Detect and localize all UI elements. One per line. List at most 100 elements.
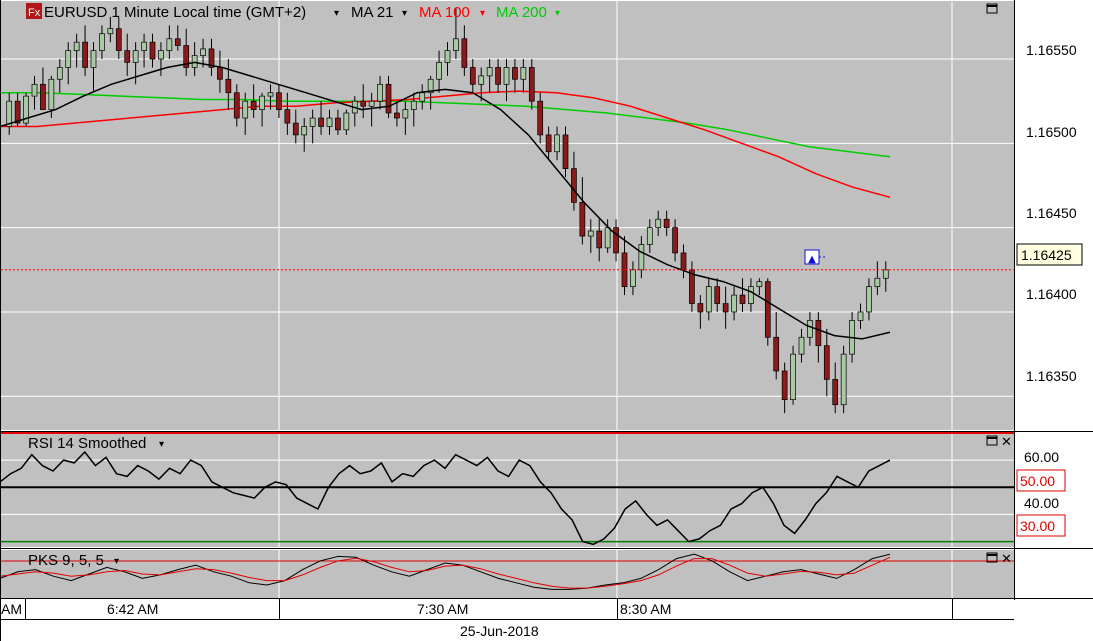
- candle: [697, 295, 704, 329]
- candle: [537, 92, 544, 144]
- fx-badge: [26, 3, 42, 19]
- price-axis[interactable]: [1015, 1, 1092, 430]
- price-tick: 1.16450: [1026, 205, 1077, 221]
- candle: [672, 219, 678, 262]
- ma100-label[interactable]: MA 100: [419, 4, 470, 21]
- rsi-tick: 40.00: [1024, 495, 1059, 511]
- time-axis[interactable]: [1, 599, 1014, 619]
- candle: [461, 25, 468, 76]
- close-icon[interactable]: ✕: [1001, 552, 1012, 567]
- candle: [840, 345, 847, 414]
- restore-icon[interactable]: [986, 3, 998, 14]
- up-arrow-icon: ▲: [808, 254, 816, 265]
- candle: [385, 75, 392, 119]
- candle: [276, 84, 282, 119]
- candle: [343, 109, 350, 135]
- candle: [655, 210, 662, 237]
- candle: [335, 109, 341, 135]
- candle: [436, 50, 442, 93]
- ma200-series: [0, 91, 891, 158]
- restore-icon[interactable]: [986, 552, 998, 563]
- candle: [166, 25, 173, 60]
- candle: [866, 278, 872, 321]
- pks-lines: [0, 553, 891, 590]
- candle: [663, 210, 670, 237]
- candle: [773, 311, 780, 380]
- candle: [545, 126, 552, 161]
- pks-grid: [278, 550, 953, 598]
- candle: [731, 286, 737, 321]
- candle: [99, 25, 105, 60]
- ma200-label[interactable]: MA 200: [496, 4, 547, 21]
- chart-header: Fx EURUSD 1 Minute Local time (GMT+2) ▾ …: [26, 3, 560, 21]
- symbol-title[interactable]: EURUSD 1 Minute Local time (GMT+2): [44, 4, 306, 21]
- rsi-dropdown-icon[interactable]: ▾: [159, 439, 164, 450]
- candle: [815, 311, 822, 363]
- date-label: 25-Jun-2018: [460, 623, 539, 639]
- candle: [790, 345, 796, 405]
- candle: [478, 67, 485, 102]
- candle: [874, 261, 881, 296]
- close-icon[interactable]: ✕: [1001, 435, 1012, 450]
- rsi-title[interactable]: RSI 14 Smoothed: [28, 435, 146, 452]
- candle: [6, 92, 13, 135]
- fx-badge-text: Fx: [28, 7, 41, 19]
- candle: [554, 126, 560, 161]
- candle: [82, 25, 88, 76]
- candle: [469, 59, 476, 93]
- ma21-line: [0, 61, 891, 340]
- candle: [646, 219, 653, 253]
- candle: [31, 75, 38, 110]
- price-marker[interactable]: ▲: [804, 249, 826, 265]
- candle: [798, 328, 805, 363]
- candle: [722, 286, 729, 329]
- ma21-dropdown-icon[interactable]: ▾: [402, 8, 407, 19]
- candle: [444, 42, 451, 76]
- candle: [309, 109, 316, 144]
- candle: [326, 109, 333, 135]
- ma100-series: [0, 90, 891, 199]
- candle: [107, 16, 114, 43]
- candle: [705, 278, 712, 321]
- candle: [65, 42, 72, 85]
- symbol-dropdown-icon[interactable]: ▾: [334, 8, 339, 19]
- candle: [360, 84, 367, 119]
- pks-dropdown-icon[interactable]: ▾: [114, 556, 119, 567]
- candle: [410, 92, 417, 127]
- ma200-dropdown-icon[interactable]: ▾: [555, 8, 560, 19]
- candle: [427, 75, 434, 110]
- candle: [259, 92, 265, 127]
- candle: [115, 16, 122, 60]
- rsi-tick: 60.00: [1024, 449, 1059, 465]
- candle: [486, 59, 493, 93]
- rsi-level-low-label: 30.00: [1016, 514, 1066, 537]
- restore-icon[interactable]: [986, 435, 998, 446]
- pks-title[interactable]: PKS 9, 5, 5: [28, 552, 104, 569]
- candle: [807, 311, 813, 346]
- candle: [756, 278, 763, 296]
- candle: [857, 303, 864, 329]
- candle: [200, 38, 206, 68]
- current-price-label: 1.16425: [1016, 243, 1083, 266]
- candle: [579, 177, 586, 245]
- candle: [149, 33, 156, 68]
- candle: [318, 101, 324, 135]
- candle: [208, 38, 215, 76]
- candle: [394, 101, 400, 127]
- candle: [90, 42, 97, 93]
- ma21-series: [0, 61, 891, 340]
- candle: [528, 59, 535, 110]
- ma100-dropdown-icon[interactable]: ▾: [480, 8, 485, 19]
- candle: [596, 219, 603, 262]
- time-label: 6:42 AM: [107, 601, 158, 617]
- price-tick: 1.16400: [1026, 286, 1077, 302]
- candle: [377, 75, 383, 110]
- rsi-plot-area[interactable]: [1, 433, 1014, 547]
- candle: [453, 8, 459, 60]
- candle: [630, 261, 636, 296]
- ma21-label[interactable]: MA 21: [351, 4, 394, 21]
- pks-plot-area[interactable]: [1, 550, 1014, 598]
- current-price-value: 1.16425: [1021, 247, 1072, 263]
- candle: [562, 126, 569, 178]
